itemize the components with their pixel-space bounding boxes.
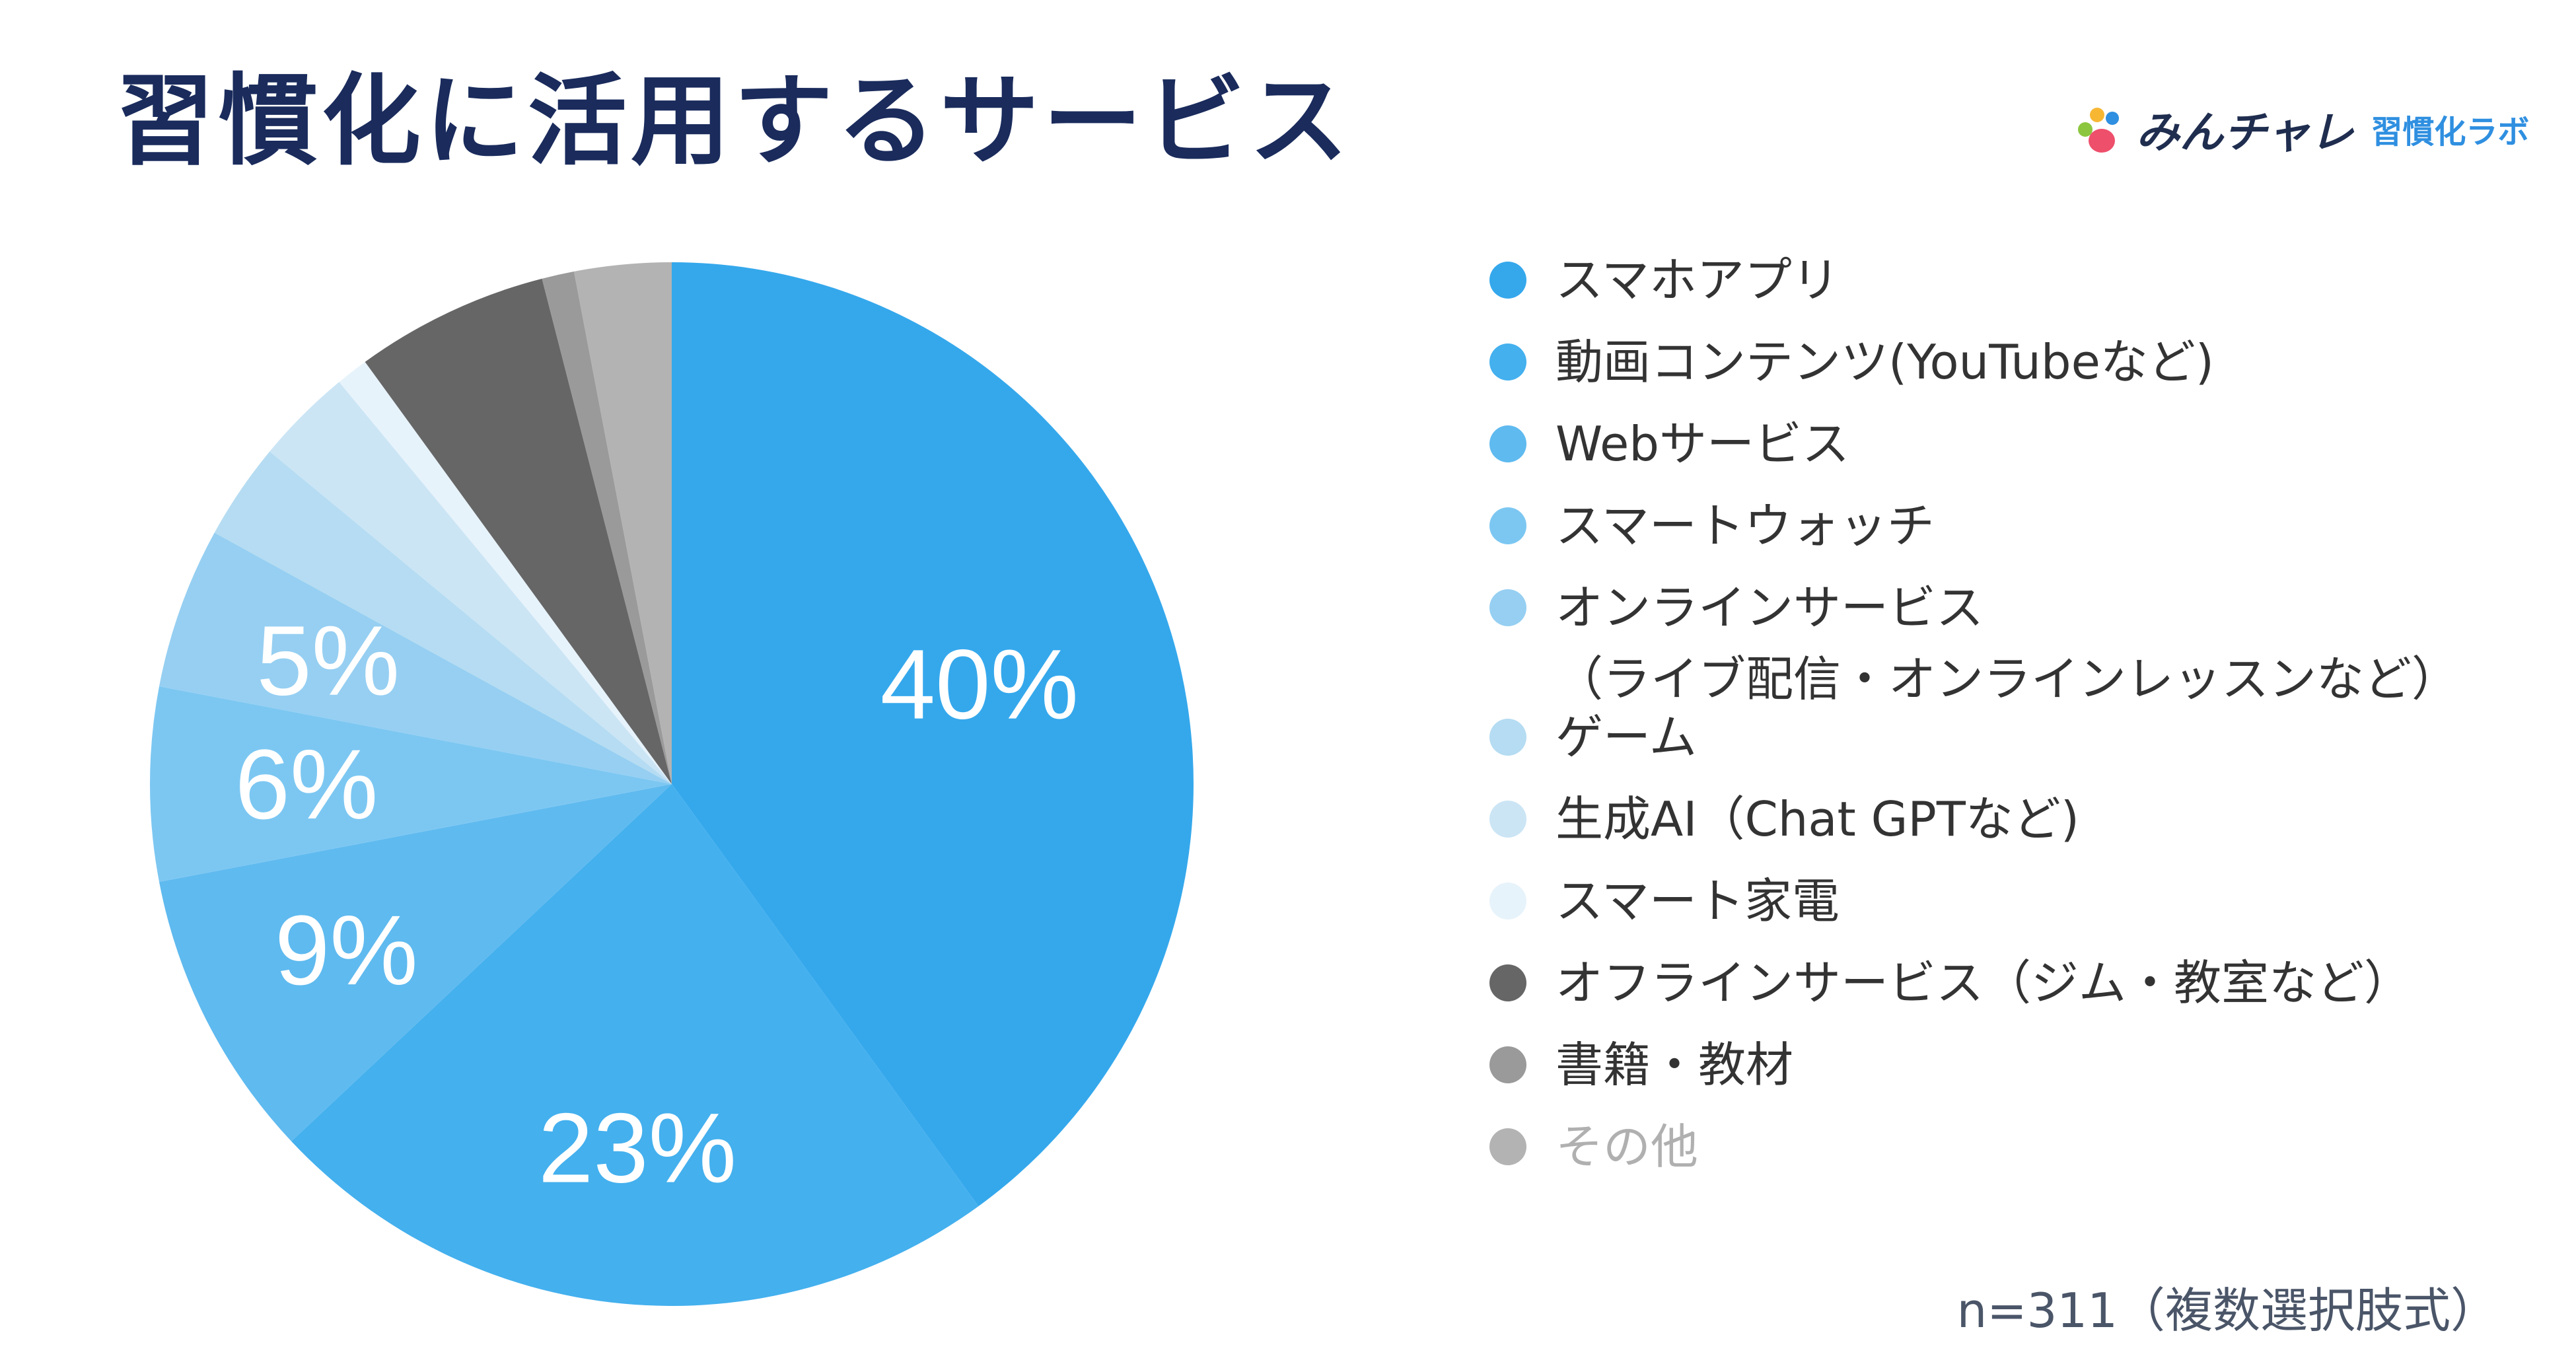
pie-slice [542,271,672,784]
legend-item: Webサービス [1489,408,1849,480]
pie-slice [214,451,672,784]
legend-swatch [1489,1128,1526,1165]
legend-swatch [1489,425,1526,462]
legend-item: スマート家電 [1489,865,1840,937]
page-title: 習慣化に活用するサービス [116,64,1353,179]
pie-slice-label: 40% [880,629,1079,740]
legend-swatch [1489,507,1526,544]
legend-label: 書籍・教材 [1556,1037,1794,1093]
legend-label: オンラインサービス （ライブ配信・オンラインレッスンなど） [1556,580,2460,707]
legend-swatch [1489,262,1526,299]
pie-slice-label: 6% [235,729,378,840]
brand-subtitle: 習慣化ラボ [2371,114,2530,151]
legend-label: Webサービス [1556,416,1849,472]
pie-slice [291,784,979,1306]
brand-name: みんチャレ [2136,107,2354,158]
pie-slices [149,262,1194,1306]
legend-swatch [1489,1046,1526,1083]
pie-slice [573,262,672,784]
legend-label: 生成AI（Chat GPTなど) [1556,791,2079,847]
legend-item: オフラインサービス（ジム・教室など） [1489,947,2412,1019]
pie-slice [672,262,1194,1207]
legend-label: 動画コンテンツ(YouTubeなど) [1556,334,2214,390]
sample-note: n=311（複数選択肢式） [1956,1283,2498,1338]
legend-item: オンラインサービス （ライブ配信・オンラインレッスンなど） [1489,572,2459,715]
pie-slice [339,361,672,784]
pie-slice [269,382,672,784]
pie-slice [159,532,672,784]
legend-label: ゲーム [1556,709,1697,765]
legend-label: スマホアプリ [1556,252,1840,308]
legend-item: 動画コンテンツ(YouTubeなど) [1489,326,2214,398]
pie-slice-label: 5% [256,605,400,716]
legend-item: 書籍・教材 [1489,1029,1793,1101]
legend-label: その他 [1556,1119,1699,1174]
logo-icon [2074,102,2127,155]
pie-slice [365,278,672,784]
legend-item: ゲーム [1489,702,1697,773]
legend-swatch [1489,964,1526,1001]
brand-logo: みんチャレ 習慣化ラボ [2074,99,2529,159]
pie-slice [149,686,672,883]
legend-swatch [1489,589,1526,626]
legend-swatch [1489,883,1526,920]
legend-swatch [1489,719,1526,756]
legend-label: スマートウォッチ [1556,498,1935,554]
legend-item: スマホアプリ [1489,244,1840,316]
pie-labels: 40% 23% 9% 6% 5% [235,605,1079,1204]
legend-swatch [1489,343,1526,380]
pie-slice [159,784,672,1141]
pie-slice-label: 9% [275,894,418,1005]
legend-item: その他 [1489,1111,1698,1182]
legend-label: オフラインサービス（ジム・教室など） [1556,955,2412,1011]
legend-label: スマート家電 [1556,873,1840,929]
legend-item: スマートウォッチ [1489,490,1935,561]
pie-slice-label: 23% [538,1093,736,1204]
legend-swatch [1489,801,1526,838]
legend-item: 生成AI（Chat GPTなど) [1489,783,2079,855]
pie-chart: 40% 23% 9% 6% 5% [149,262,1194,1306]
